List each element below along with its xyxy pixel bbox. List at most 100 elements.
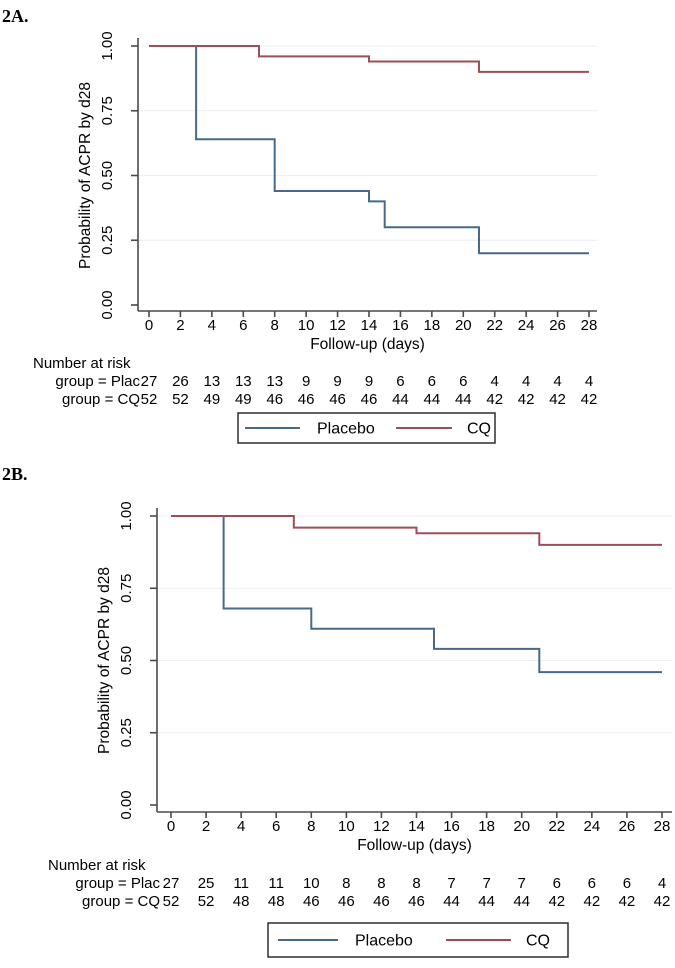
risk-value: 27 <box>163 875 180 892</box>
risk-value: 8 <box>412 875 420 892</box>
x-tick-label: 14 <box>408 818 425 835</box>
risk-value: 13 <box>204 373 221 390</box>
risk-table-title: Number at risk <box>48 857 146 874</box>
y-tick-label: 0.75 <box>118 574 135 603</box>
risk-value: 6 <box>553 875 561 892</box>
risk-value: 46 <box>266 391 283 408</box>
risk-value: 42 <box>619 893 636 910</box>
km-chart-2a: 0.00 0.25 0.50 0.75 1.00 Probability of ACPR … <box>33 31 598 444</box>
x-tick-label: 22 <box>486 317 503 334</box>
x-tick-label: 12 <box>329 317 346 334</box>
risk-value: 52 <box>163 893 180 910</box>
risk-value: 49 <box>235 391 252 408</box>
risk-value: 42 <box>518 391 535 408</box>
x-tick-label: 24 <box>518 317 535 334</box>
x-tick-label: 16 <box>443 818 460 835</box>
risk-value: 46 <box>298 391 315 408</box>
x-tick-label: 4 <box>237 818 245 835</box>
risk-value: 13 <box>235 373 252 390</box>
risk-value: 6 <box>459 373 467 390</box>
risk-value: 44 <box>455 391 472 408</box>
panel-2b-label: 2B. <box>2 464 28 484</box>
y-tick-label: 0.25 <box>99 226 116 255</box>
x-tick-label: 26 <box>549 317 566 334</box>
risk-value: 4 <box>658 875 666 892</box>
x-tick-label: 6 <box>239 317 247 334</box>
risk-row-label: group = CQ <box>62 391 140 408</box>
risk-value: 42 <box>548 893 565 910</box>
risk-value: 11 <box>268 875 284 892</box>
risk-value: 8 <box>377 875 385 892</box>
km-chart-2b: 0.00 0.25 0.50 0.75 1.00 Probability of ACPR … <box>48 501 672 958</box>
x-tick-label: 10 <box>338 818 355 835</box>
risk-value: 7 <box>482 875 490 892</box>
risk-value: 46 <box>373 893 390 910</box>
x-tick-label: 0 <box>145 317 153 334</box>
risk-value: 52 <box>172 391 189 408</box>
y-tick-label: 1.00 <box>118 501 135 530</box>
risk-value: 9 <box>302 373 310 390</box>
legend-label-placebo: Placebo <box>317 421 375 438</box>
x-axis-title: Follow-up (days) <box>357 837 472 854</box>
x-tick-label: 12 <box>373 818 390 835</box>
panel-2a: 2A. 0.00 0.25 0.50 0.75 1.00 Probability of A… <box>0 0 675 458</box>
risk-value: 49 <box>204 391 221 408</box>
series-placebo-line <box>171 515 662 674</box>
x-tick-label: 28 <box>581 317 598 334</box>
x-tick-label: 18 <box>424 317 441 334</box>
y-tick-label: 0.50 <box>99 161 116 190</box>
y-tick-label: 0.50 <box>118 646 135 675</box>
risk-value: 46 <box>329 391 346 408</box>
risk-value: 4 <box>522 373 530 390</box>
risk-value: 48 <box>268 893 285 910</box>
legend-label-cq: CQ <box>467 421 491 438</box>
x-tick-label: 22 <box>548 818 565 835</box>
x-tick-label: 4 <box>208 317 216 334</box>
risk-row-label: group = Plac <box>55 373 140 390</box>
x-tick-label: 28 <box>654 818 671 835</box>
risk-value: 7 <box>447 875 455 892</box>
risk-value: 44 <box>424 391 441 408</box>
x-tick-label: 20 <box>455 317 472 334</box>
risk-row-label: group = CQ <box>82 893 160 910</box>
risk-value: 8 <box>342 875 350 892</box>
y-axis-title: Probability of ACPR by d28 <box>96 567 113 754</box>
risk-value: 4 <box>491 373 499 390</box>
risk-value: 6 <box>428 373 436 390</box>
risk-value: 13 <box>266 373 283 390</box>
risk-value: 44 <box>513 893 530 910</box>
y-tick-label: 0.25 <box>118 718 135 747</box>
risk-value: 44 <box>392 391 409 408</box>
risk-value: 46 <box>408 893 425 910</box>
x-tick-label: 6 <box>272 818 280 835</box>
risk-value: 9 <box>365 373 373 390</box>
risk-value: 6 <box>623 875 631 892</box>
risk-value: 42 <box>486 391 503 408</box>
risk-value: 4 <box>553 373 561 390</box>
x-tick-label: 2 <box>176 317 184 334</box>
x-tick-label: 8 <box>307 818 315 835</box>
series-cq-line <box>171 515 662 546</box>
risk-value: 46 <box>303 893 320 910</box>
x-tick-label: 16 <box>392 317 409 334</box>
risk-value: 25 <box>198 875 215 892</box>
legend-label-placebo: Placebo <box>355 933 413 950</box>
risk-value: 42 <box>581 391 598 408</box>
risk-value: 9 <box>333 373 341 390</box>
x-tick-label: 20 <box>513 818 530 835</box>
risk-value: 26 <box>172 373 189 390</box>
risk-value: 46 <box>361 391 378 408</box>
panel-2b: 2B. 0.00 0.25 0.50 0.75 1.00 Probability of A… <box>0 458 675 968</box>
y-tick-label: 0.00 <box>99 290 116 319</box>
x-axis-title: Follow-up (days) <box>310 336 425 353</box>
y-axis-title: Probability of ACPR by d28 <box>77 82 94 269</box>
risk-value: 52 <box>198 893 215 910</box>
risk-value: 52 <box>141 391 158 408</box>
x-tick-label: 0 <box>167 818 175 835</box>
legend-label-cq: CQ <box>526 933 550 950</box>
series-cq-line <box>149 45 589 73</box>
risk-value: 42 <box>654 893 671 910</box>
y-tick-label: 0.75 <box>99 96 116 125</box>
x-tick-label: 18 <box>478 818 495 835</box>
